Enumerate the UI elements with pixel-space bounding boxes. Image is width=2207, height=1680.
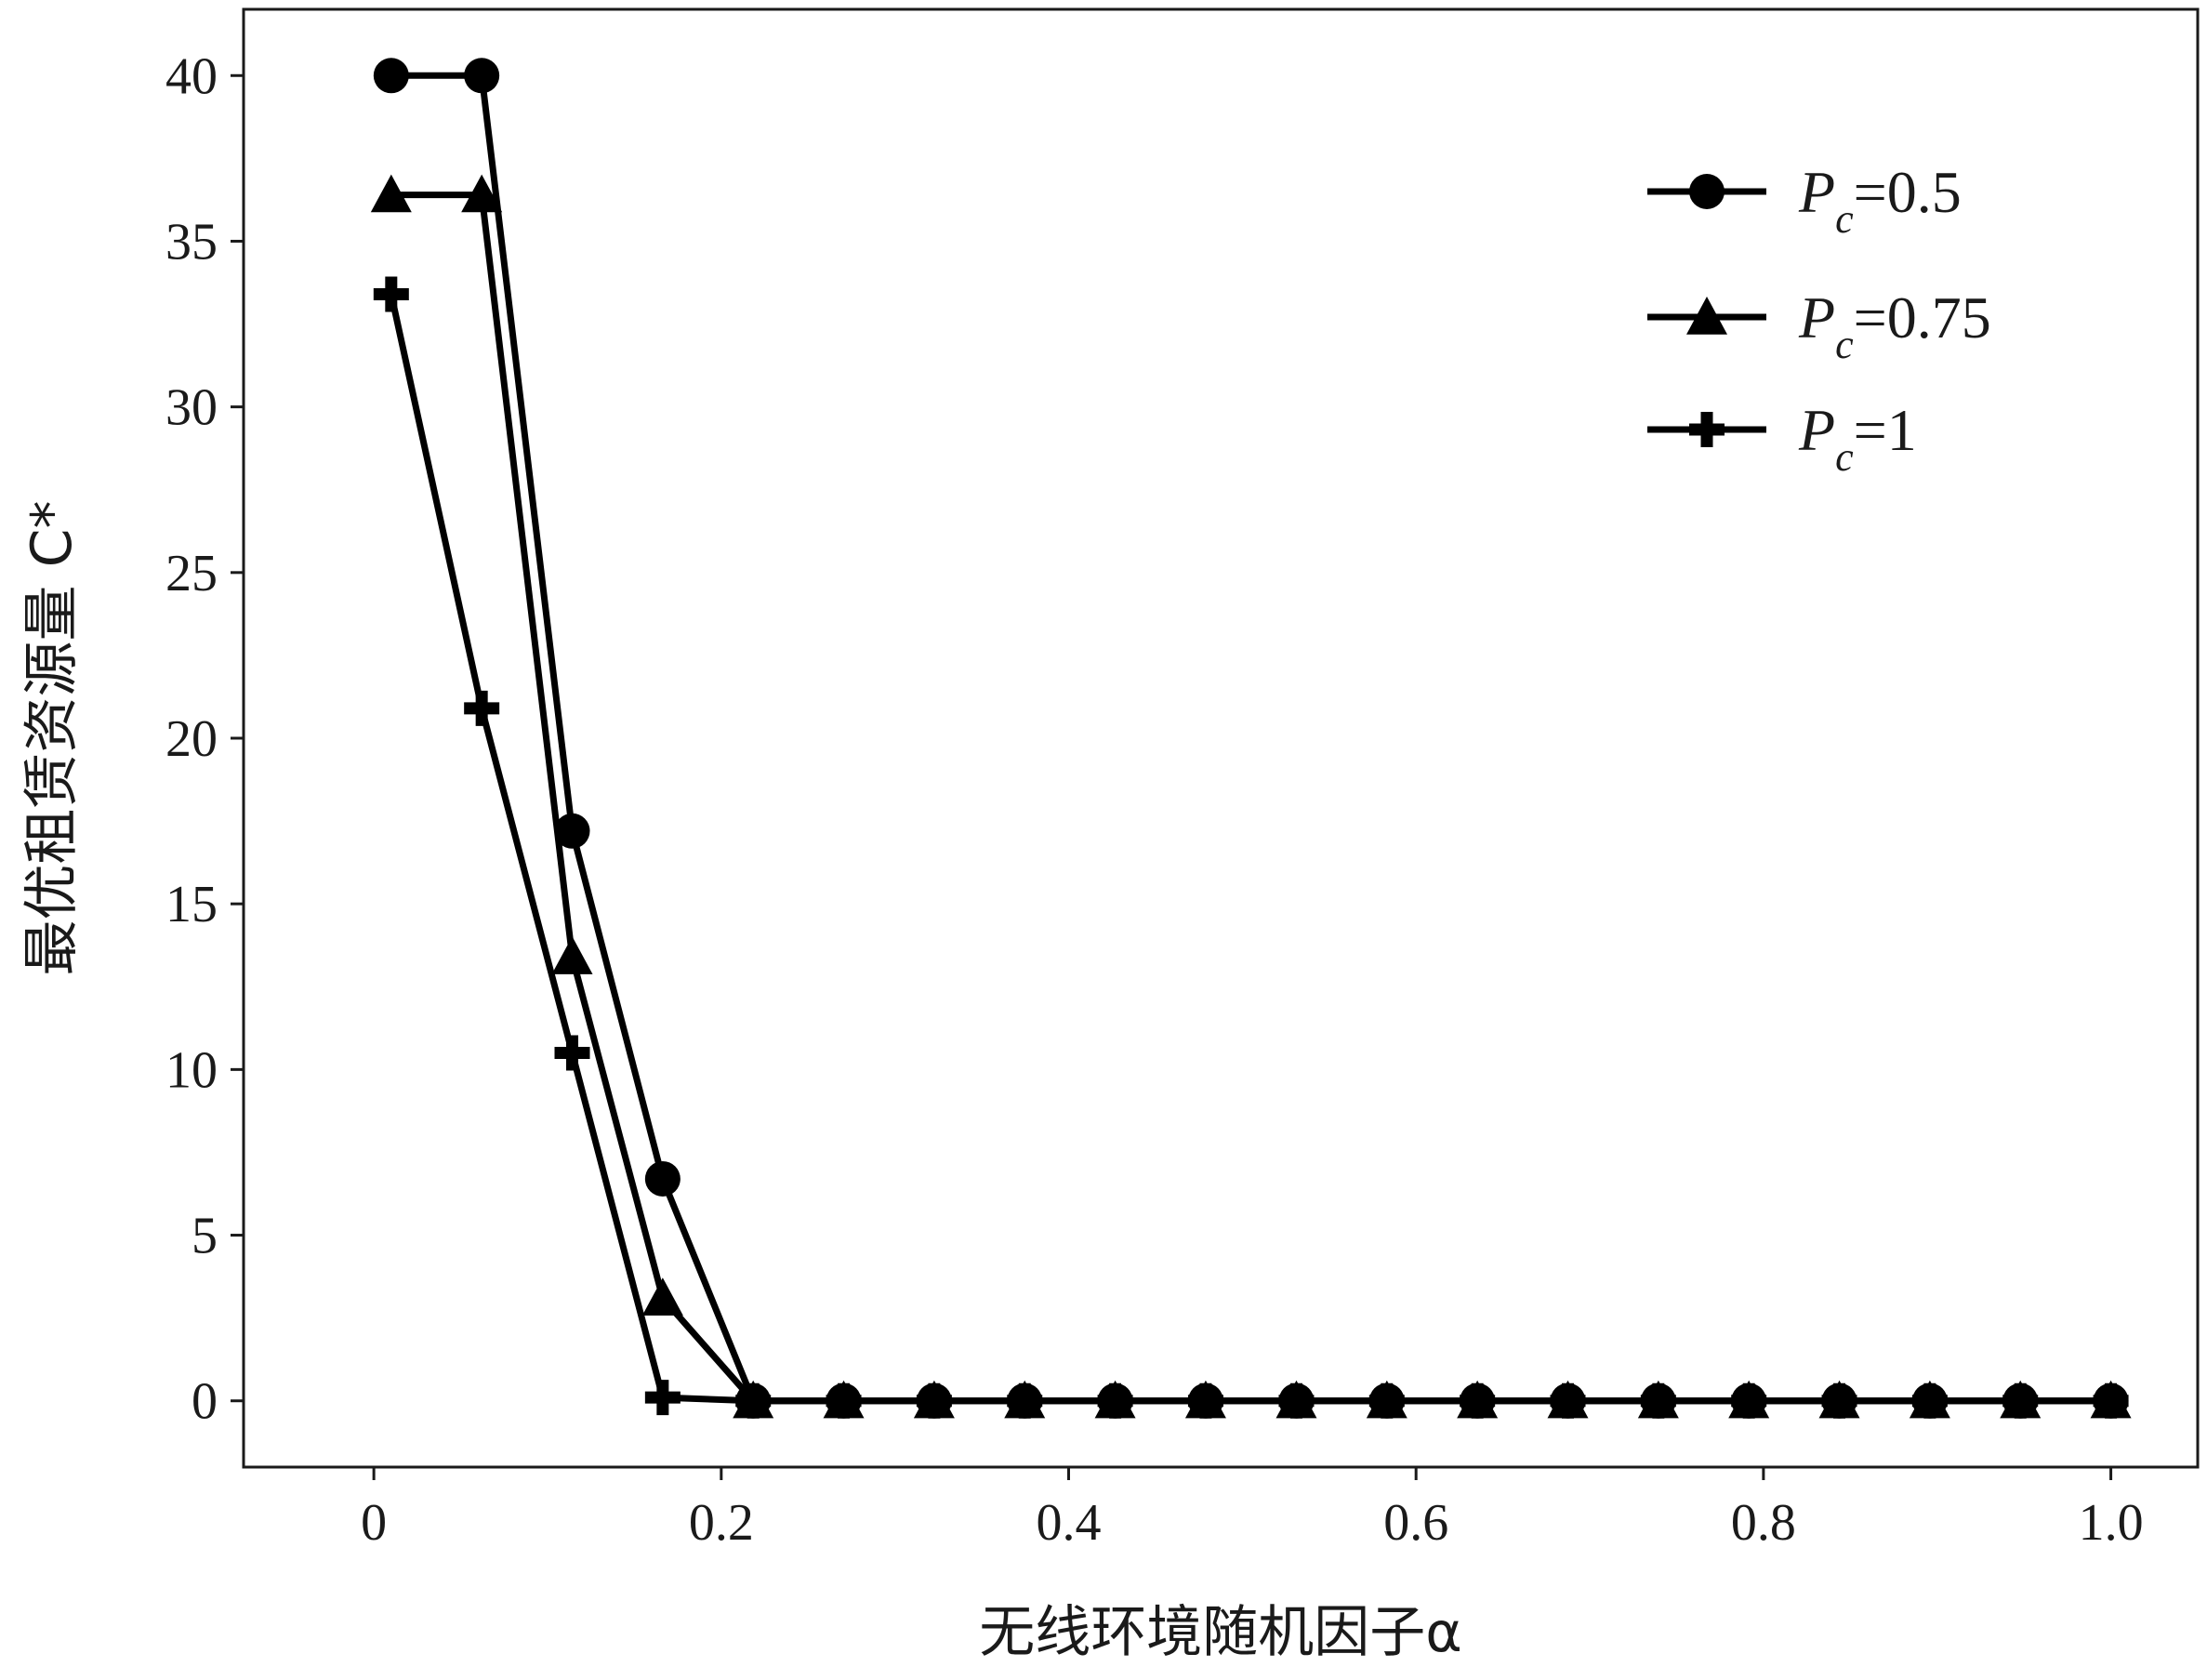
data-point (373, 276, 409, 312)
y-tick-label: 25 (165, 545, 218, 602)
y-tick-label: 0 (192, 1373, 218, 1431)
data-point (826, 1382, 862, 1419)
legend-symbol: P (1798, 159, 1835, 225)
x-tick-label: 0.2 (689, 1494, 754, 1552)
y-tick-label: 40 (165, 47, 218, 105)
x-tick-label: 0 (361, 1494, 387, 1552)
series-plus (373, 276, 2129, 1419)
legend-value: =0.75 (1854, 284, 1991, 351)
data-point (916, 1382, 952, 1419)
y-tick-label: 20 (165, 710, 218, 768)
data-point (1278, 1382, 1315, 1419)
data-point (554, 1035, 590, 1071)
legend-entry: Pc=0.5 (1647, 159, 1962, 242)
legend-value: =0.5 (1854, 159, 1962, 225)
series-line (390, 72, 2111, 1405)
data-point (464, 58, 500, 94)
legend-entry: Pc=1 (1647, 397, 1917, 480)
legend-label: Pc=1 (1798, 397, 1917, 480)
y-axis-title: 最优租赁资源量 C* (20, 501, 85, 976)
x-tick-label: 0.4 (1037, 1494, 1102, 1552)
legend-marker (1689, 412, 1725, 447)
data-point (464, 690, 500, 726)
data-point (1550, 1382, 1586, 1419)
series-triangle (370, 174, 2132, 1419)
data-point (1007, 1382, 1043, 1419)
data-point (551, 936, 593, 974)
data-point (644, 1380, 681, 1416)
legend-value: =1 (1854, 397, 1917, 463)
data-point (1911, 1382, 1948, 1419)
data-point (1187, 1382, 1223, 1419)
data-point (735, 1382, 772, 1419)
x-axis-title: 无线环境随机因子α (979, 1600, 1462, 1665)
series-line (390, 192, 2111, 1405)
legend-entry: Pc=0.75 (1647, 284, 1991, 367)
legend-label: Pc=0.75 (1798, 284, 1991, 367)
data-point (1460, 1382, 1496, 1419)
data-point (1731, 1382, 1767, 1419)
y-tick-label: 30 (165, 379, 218, 437)
plot-frame (242, 7, 2200, 1469)
data-point (370, 174, 412, 213)
x-tick-label: 0.6 (1383, 1494, 1448, 1552)
data-point (461, 174, 503, 213)
data-point (641, 1277, 683, 1316)
data-point (1821, 1382, 1857, 1419)
data-point (1640, 1382, 1676, 1419)
legend-marker (1689, 174, 1725, 209)
y-tick-label: 35 (165, 213, 218, 271)
data-point (2002, 1382, 2039, 1419)
chart-marks (370, 58, 2132, 1419)
legend-marker (1686, 297, 1727, 335)
legend-symbol: P (1798, 284, 1835, 351)
legend-subscript: c (1835, 434, 1854, 480)
data-point (1097, 1382, 1133, 1419)
y-tick-label: 5 (192, 1208, 218, 1265)
data-point (554, 813, 590, 849)
x-tick-label: 0.8 (1731, 1494, 1796, 1552)
data-point (1368, 1382, 1405, 1419)
y-tick-label: 15 (165, 876, 218, 933)
legend-subscript: c (1835, 322, 1854, 367)
data-point (373, 58, 409, 94)
legend-symbol: P (1798, 397, 1835, 463)
y-tick-label: 10 (165, 1041, 218, 1099)
data-point (2093, 1382, 2129, 1419)
axis-ticks: 0 0.2 0.4 0.6 0.8 1.0 0 5 10 15 20 25 30 35 40 (165, 47, 2144, 1552)
legend-label: Pc=0.5 (1798, 159, 1962, 242)
series-circle (373, 58, 2129, 1419)
legend-subscript: c (1835, 196, 1854, 242)
x-tick-label: 1.0 (2079, 1494, 2144, 1552)
data-point (644, 1160, 681, 1197)
